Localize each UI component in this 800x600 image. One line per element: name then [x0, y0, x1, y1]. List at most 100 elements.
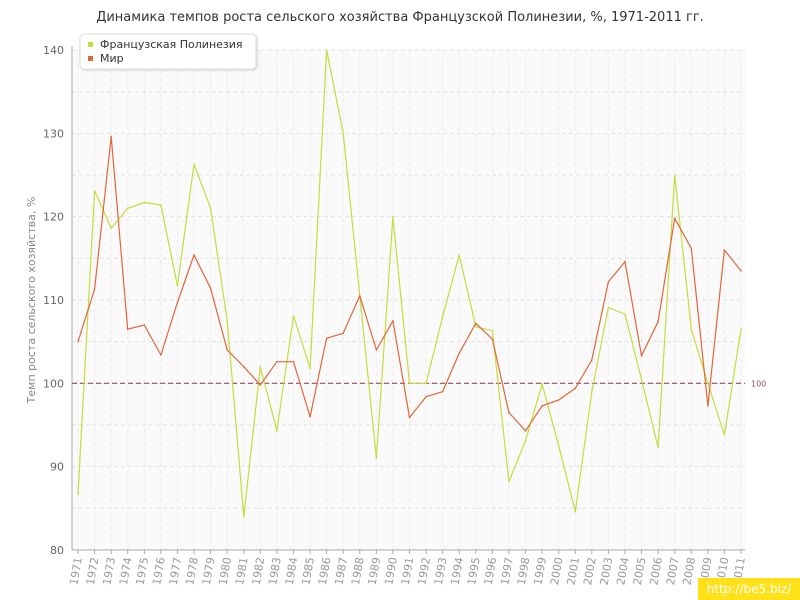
x-tick-label: 1994: [449, 556, 467, 586]
x-tick-label: 2006: [647, 556, 665, 586]
data-point: [574, 510, 577, 513]
data-point: [624, 313, 626, 315]
data-point: [77, 493, 79, 495]
data-point: [690, 328, 693, 330]
data-point: [93, 288, 96, 290]
reference-line-label: 100: [751, 379, 766, 388]
data-point: [591, 390, 593, 393]
data-point: [342, 332, 345, 335]
data-point: [657, 446, 659, 449]
data-point: [392, 215, 394, 218]
x-tick-label: 1981: [233, 556, 251, 586]
data-point: [259, 384, 262, 386]
data-point: [441, 390, 444, 393]
data-point: [342, 132, 345, 135]
data-point: [723, 434, 726, 436]
data-point: [508, 411, 510, 414]
series-group: [77, 49, 742, 518]
data-point: [242, 365, 245, 368]
data-point: [640, 355, 643, 357]
data-point: [143, 201, 146, 204]
x-tick-label: 2000: [548, 556, 566, 586]
data-point: [541, 383, 543, 385]
y-tick-label: 120: [43, 211, 64, 224]
x-tick-label: 1971: [67, 556, 85, 586]
data-point: [77, 340, 79, 343]
data-point: [292, 315, 295, 317]
data-point: [723, 249, 726, 251]
data-point: [408, 382, 411, 385]
data-point: [93, 190, 96, 192]
data-point: [226, 320, 228, 322]
x-tick-label: 1990: [382, 556, 400, 586]
data-point: [160, 204, 162, 206]
x-tick-label: 1997: [498, 556, 516, 586]
data-point: [707, 405, 709, 407]
x-tick-label: 2007: [664, 556, 682, 586]
data-point: [392, 320, 394, 322]
y-axis-label: Темп роста сельского хозяйства, %: [25, 197, 38, 405]
data-point: [209, 287, 212, 290]
data-point: [640, 378, 643, 380]
x-tick-label: 1992: [415, 556, 433, 586]
data-point: [176, 301, 179, 304]
data-point: [491, 330, 494, 332]
data-point: [425, 395, 427, 398]
data-point: [259, 365, 262, 368]
x-tick-label: 1995: [465, 556, 483, 586]
x-tick-label: 1998: [515, 556, 533, 586]
x-tick-label: 2004: [614, 556, 632, 586]
y-tick-label: 140: [43, 44, 64, 57]
x-tick-label: 1984: [283, 556, 301, 586]
data-point: [226, 349, 228, 351]
data-point: [292, 360, 295, 363]
x-tick-label: 1976: [150, 556, 168, 586]
data-point: [707, 382, 709, 385]
x-tick-label: 2003: [598, 556, 616, 586]
data-point: [193, 254, 195, 256]
x-tick-label: 1972: [84, 556, 102, 586]
data-point: [491, 338, 494, 340]
chart-title: Динамика темпов роста сельского хозяйств…: [96, 10, 704, 25]
data-point: [458, 254, 461, 256]
data-point: [557, 445, 560, 447]
x-tick-label: 2001: [565, 556, 583, 586]
data-point: [325, 49, 328, 51]
x-tick-label: 1999: [531, 556, 549, 586]
reference-line-group: 100: [72, 379, 766, 388]
data-point: [607, 306, 610, 309]
x-tick-label: 1980: [216, 556, 234, 586]
x-tick-label: 1987: [332, 556, 350, 586]
y-tick-label: 90: [50, 461, 64, 474]
data-point: [524, 440, 527, 442]
data-point: [624, 260, 626, 263]
data-point: [126, 328, 129, 330]
y-tick-label: 110: [43, 294, 64, 307]
x-tick-label: 1985: [299, 556, 317, 586]
data-point: [375, 457, 378, 460]
x-tick-label: 2005: [631, 556, 649, 586]
y-tick-label: 80: [50, 544, 64, 557]
x-tick-label: 1986: [316, 556, 334, 586]
x-tick-label: 1974: [117, 556, 135, 586]
data-point: [673, 217, 676, 220]
data-point: [574, 387, 577, 390]
data-point: [276, 360, 278, 363]
x-tick-label: 1973: [100, 556, 118, 586]
data-point: [325, 337, 328, 340]
data-point: [160, 354, 162, 356]
data-point: [740, 328, 742, 330]
x-tick-label: 1979: [200, 556, 218, 586]
data-point: [126, 207, 129, 210]
data-point: [110, 135, 112, 138]
legend-swatch-1: [88, 56, 93, 61]
data-point: [209, 207, 212, 210]
data-point: [193, 163, 195, 165]
y-tick-label: 130: [43, 127, 64, 140]
x-tick-label: 1983: [266, 556, 284, 586]
data-point: [276, 430, 278, 432]
data-point: [657, 320, 659, 323]
x-tick-label: 1996: [482, 556, 500, 586]
